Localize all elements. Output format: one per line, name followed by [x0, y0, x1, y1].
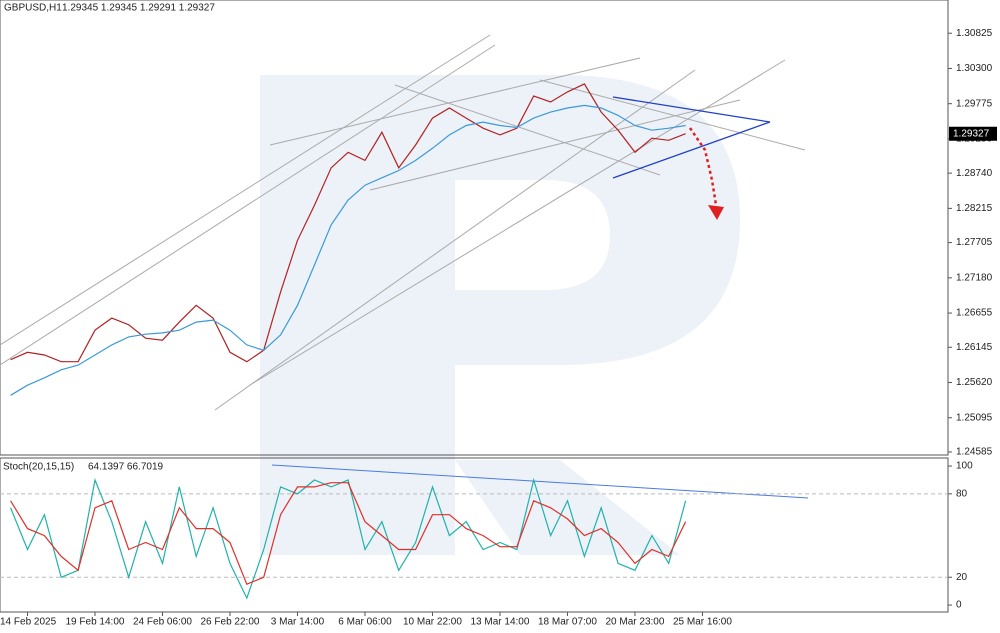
y-tick-label: 100: [956, 461, 973, 472]
y-tick-label: 80: [956, 488, 968, 499]
current-price-box: [949, 126, 997, 141]
series-line: [10, 477, 687, 600]
y-tick-label: 1.25095: [956, 412, 993, 423]
y-tick-label: 1.28740: [956, 168, 993, 179]
y-tick-label: 0: [956, 600, 962, 611]
y-tick-label: 1.26145: [956, 342, 993, 353]
x-tick-label: 14 Feb 2025: [0, 617, 57, 628]
indicator-name: Stoch(20,15,15): [3, 462, 74, 473]
x-tick-label: 19 Feb 14:00: [66, 617, 125, 628]
x-tick-label: 18 Mar 07:00: [538, 617, 597, 628]
triangle-pattern: [612, 96, 771, 179]
y-tick-label: 1.30300: [956, 63, 993, 74]
x-tick-label: 3 Mar 14:00: [271, 617, 325, 628]
series-line: [10, 104, 686, 396]
indicator-values: 64.1397 66.7019: [88, 462, 164, 473]
x-tick-label: 13 Mar 14:00: [471, 617, 530, 628]
price-panel: [0, 0, 949, 456]
watermark: [260, 75, 740, 555]
y-tick-label: 1.29775: [956, 98, 993, 109]
y-tick-label: 1.24585: [956, 447, 993, 458]
series-line: [10, 482, 687, 585]
x-tick-label: 20 Mar 23:00: [606, 617, 665, 628]
y-tick-label: 1.30825: [956, 28, 993, 39]
series-line: [10, 83, 686, 363]
stoch-panel: [0, 457, 949, 613]
y-tick-label: 1.28215: [956, 203, 993, 214]
ohlc: 1.29345 1.29345 1.29291 1.29327: [62, 3, 215, 14]
forecast-arrow: [688, 127, 718, 206]
stoch-trendline: [271, 464, 809, 499]
y-tick-label: 1.27180: [956, 272, 993, 283]
x-tick-label: 24 Feb 06:00: [133, 617, 192, 628]
x-tick-label: 26 Feb 22:00: [201, 617, 260, 628]
y-tick-label: 1.25620: [956, 377, 993, 388]
symbol: GBPUSD,H1: [4, 3, 62, 14]
y-tick-label: 1.26655: [956, 308, 993, 319]
x-tick-label: 25 Mar 16:00: [673, 617, 732, 628]
x-tick-label: 6 Mar 06:00: [338, 617, 392, 628]
current-price-label: 1.29327: [953, 128, 990, 139]
forecast-arrow-head: [708, 205, 724, 220]
x-tick-label: 10 Mar 22:00: [403, 617, 462, 628]
y-tick-label: 1.27705: [956, 237, 993, 248]
y-tick-label: 20: [956, 572, 968, 583]
